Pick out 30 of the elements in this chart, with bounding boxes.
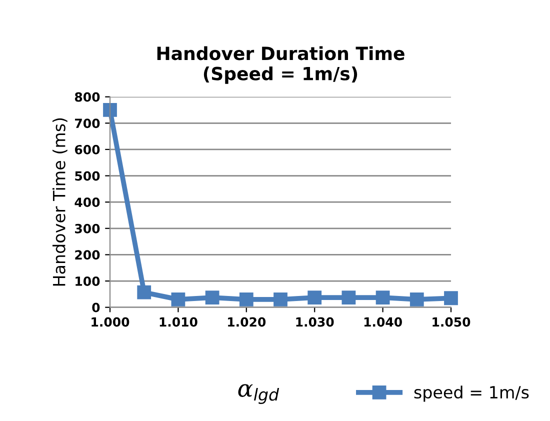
point <box>308 290 322 305</box>
chart-title: Handover Duration Time (Speed = 1m/s) <box>157 46 404 84</box>
point <box>376 290 390 305</box>
legend-label: speed = 1m/s <box>414 386 529 402</box>
y-tick-label: 200 <box>75 250 100 260</box>
x-tick-label: 1.050 <box>432 317 470 327</box>
point <box>171 292 186 306</box>
point <box>410 292 424 306</box>
x-tick-label: 1.010 <box>160 317 198 327</box>
point <box>137 285 152 300</box>
x-tick-label: 1.000 <box>92 317 130 327</box>
y-axis-title: Handover Time (ms) <box>52 118 68 286</box>
y-tick-label: 0 <box>92 302 100 312</box>
x-tick-label: 1.020 <box>228 317 266 327</box>
y-tick-label: 400 <box>74 198 100 208</box>
y-tick-label: 700 <box>75 118 100 128</box>
point <box>239 292 254 306</box>
point <box>274 292 288 306</box>
y-tick-label: 500 <box>75 171 100 181</box>
x-tick-label: 1.030 <box>296 317 334 327</box>
y-tick-label: 800 <box>74 92 100 102</box>
y-tick-label: 600 <box>74 144 100 154</box>
point <box>103 103 117 117</box>
x-axis-title: α$_{lgd}$ <box>238 384 280 404</box>
y-tick-label: 100 <box>76 276 100 286</box>
y-tick-label: 300 <box>75 224 100 234</box>
point <box>444 291 458 306</box>
point <box>205 290 220 305</box>
x-tick-label: 1.040 <box>364 317 402 327</box>
point <box>342 290 356 305</box>
